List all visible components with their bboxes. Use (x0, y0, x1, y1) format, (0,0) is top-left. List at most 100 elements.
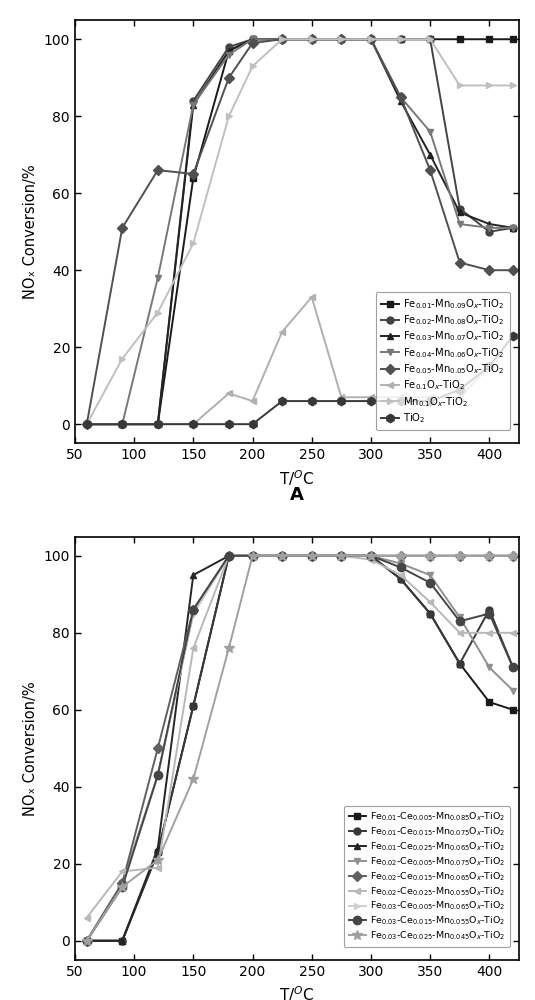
X-axis label: T/$^O$C: T/$^O$C (279, 984, 315, 1000)
Mn$_{0.1}$O$_x$-TiO$_2$ (486, 79, 493, 91)
Fe$_{0.01}$-Ce$_{0.005}$-Mn$_{0.085}$O$_x$-TiO$_2$ (119, 935, 126, 947)
Fe$_{0.02}$-Ce$_{0.025}$-Mn$_{0.055}$O$_x$-TiO$_2$ (398, 569, 404, 581)
Line: Fe$_{0.1}$O$_x$-TiO$_2$: Fe$_{0.1}$O$_x$-TiO$_2$ (83, 294, 516, 428)
Fe$_{0.03}$-Mn$_{0.07}$O$_x$-TiO$_2$ (309, 33, 315, 45)
Line: Fe$_{0.03}$-Ce$_{0.005}$-Mn$_{0.065}$O$_x$-TiO$_2$: Fe$_{0.03}$-Ce$_{0.005}$-Mn$_{0.065}$O$_… (83, 552, 516, 944)
Mn$_{0.1}$O$_x$-TiO$_2$ (279, 33, 285, 45)
Fe$_{0.03}$-Ce$_{0.005}$-Mn$_{0.065}$O$_x$-TiO$_2$ (83, 935, 90, 947)
Legend: Fe$_{0.01}$-Ce$_{0.005}$-Mn$_{0.085}$O$_x$-TiO$_2$, Fe$_{0.01}$-Ce$_{0.015}$-Mn$: Fe$_{0.01}$-Ce$_{0.005}$-Mn$_{0.085}$O$_… (344, 806, 510, 947)
Y-axis label: NOₓ Conversion/%: NOₓ Conversion/% (23, 681, 38, 816)
Fe$_{0.02}$-Mn$_{0.08}$O$_x$-TiO$_2$ (510, 222, 516, 234)
Fe$_{0.02}$-Ce$_{0.015}$-Mn$_{0.065}$O$_x$-TiO$_2$ (226, 550, 232, 562)
Fe$_{0.03}$-Ce$_{0.015}$-Mn$_{0.055}$O$_x$-TiO$_2$ (190, 604, 196, 616)
TiO$_2$ (226, 418, 232, 430)
Fe$_{0.03}$-Ce$_{0.005}$-Mn$_{0.065}$O$_x$-TiO$_2$ (279, 550, 285, 562)
Mn$_{0.1}$O$_x$-TiO$_2$ (249, 60, 256, 72)
Fe$_{0.04}$-Mn$_{0.06}$O$_x$-TiO$_2$ (486, 222, 493, 234)
Fe$_{0.03}$-Ce$_{0.025}$-Mn$_{0.045}$O$_x$-TiO$_2$ (249, 550, 256, 562)
Fe$_{0.01}$-Ce$_{0.025}$-Mn$_{0.065}$O$_x$-TiO$_2$ (119, 935, 126, 947)
Fe$_{0.01}$-Mn$_{0.09}$O$_x$-TiO$_2$ (338, 33, 345, 45)
Fe$_{0.04}$-Mn$_{0.06}$O$_x$-TiO$_2$ (119, 418, 126, 430)
Fe$_{0.1}$O$_x$-TiO$_2$ (427, 391, 433, 403)
Fe$_{0.03}$-Ce$_{0.005}$-Mn$_{0.065}$O$_x$-TiO$_2$ (456, 550, 463, 562)
Fe$_{0.03}$-Mn$_{0.07}$O$_x$-TiO$_2$ (398, 95, 404, 107)
Fe$_{0.03}$-Mn$_{0.07}$O$_x$-TiO$_2$ (249, 33, 256, 45)
Fe$_{0.01}$-Ce$_{0.025}$-Mn$_{0.065}$O$_x$-TiO$_2$ (486, 550, 493, 562)
Fe$_{0.03}$-Ce$_{0.025}$-Mn$_{0.045}$O$_x$-TiO$_2$ (486, 550, 493, 562)
Line: Fe$_{0.04}$-Mn$_{0.06}$O$_x$-TiO$_2$: Fe$_{0.04}$-Mn$_{0.06}$O$_x$-TiO$_2$ (83, 36, 516, 428)
Fe$_{0.02}$-Ce$_{0.025}$-Mn$_{0.055}$O$_x$-TiO$_2$ (456, 627, 463, 639)
Fe$_{0.03}$-Ce$_{0.015}$-Mn$_{0.055}$O$_x$-TiO$_2$ (249, 550, 256, 562)
Fe$_{0.02}$-Ce$_{0.015}$-Mn$_{0.065}$O$_x$-TiO$_2$ (486, 550, 493, 562)
Fe$_{0.1}$O$_x$-TiO$_2$ (226, 387, 232, 399)
Fe$_{0.02}$-Ce$_{0.005}$-Mn$_{0.075}$O$_x$-TiO$_2$ (510, 685, 516, 697)
Fe$_{0.01}$-Ce$_{0.025}$-Mn$_{0.065}$O$_x$-TiO$_2$ (338, 550, 345, 562)
Fe$_{0.03}$-Ce$_{0.005}$-Mn$_{0.065}$O$_x$-TiO$_2$ (119, 881, 126, 893)
Fe$_{0.04}$-Mn$_{0.06}$O$_x$-TiO$_2$ (368, 33, 374, 45)
Fe$_{0.02}$-Ce$_{0.025}$-Mn$_{0.055}$O$_x$-TiO$_2$ (226, 550, 232, 562)
Fe$_{0.01}$-Ce$_{0.025}$-Mn$_{0.065}$O$_x$-TiO$_2$ (226, 550, 232, 562)
Fe$_{0.05}$-Mn$_{0.05}$O$_x$-TiO$_2$ (190, 168, 196, 180)
Fe$_{0.03}$-Ce$_{0.015}$-Mn$_{0.055}$O$_x$-TiO$_2$ (119, 881, 126, 893)
Fe$_{0.03}$-Mn$_{0.07}$O$_x$-TiO$_2$ (83, 418, 90, 430)
Fe$_{0.02}$-Ce$_{0.015}$-Mn$_{0.065}$O$_x$-TiO$_2$ (338, 550, 345, 562)
Fe$_{0.02}$-Ce$_{0.015}$-Mn$_{0.065}$O$_x$-TiO$_2$ (119, 877, 126, 889)
Fe$_{0.04}$-Mn$_{0.06}$O$_x$-TiO$_2$ (190, 99, 196, 111)
Fe$_{0.02}$-Ce$_{0.015}$-Mn$_{0.065}$O$_x$-TiO$_2$ (279, 550, 285, 562)
Fe$_{0.05}$-Mn$_{0.05}$O$_x$-TiO$_2$ (368, 33, 374, 45)
Fe$_{0.02}$-Mn$_{0.08}$O$_x$-TiO$_2$ (427, 33, 433, 45)
Fe$_{0.02}$-Ce$_{0.005}$-Mn$_{0.075}$O$_x$-TiO$_2$ (190, 608, 196, 620)
Fe$_{0.01}$-Ce$_{0.015}$-Mn$_{0.075}$O$_x$-TiO$_2$ (368, 550, 374, 562)
Fe$_{0.03}$-Mn$_{0.07}$O$_x$-TiO$_2$ (486, 218, 493, 230)
Fe$_{0.01}$-Mn$_{0.09}$O$_x$-TiO$_2$ (83, 418, 90, 430)
Fe$_{0.1}$O$_x$-TiO$_2$ (309, 291, 315, 303)
Fe$_{0.03}$-Ce$_{0.025}$-Mn$_{0.045}$O$_x$-TiO$_2$ (427, 550, 433, 562)
Fe$_{0.03}$-Ce$_{0.025}$-Mn$_{0.045}$O$_x$-TiO$_2$ (368, 550, 374, 562)
Fe$_{0.04}$-Mn$_{0.06}$O$_x$-TiO$_2$ (279, 33, 285, 45)
Fe$_{0.05}$-Mn$_{0.05}$O$_x$-TiO$_2$ (119, 222, 126, 234)
Fe$_{0.03}$-Ce$_{0.025}$-Mn$_{0.045}$O$_x$-TiO$_2$ (83, 935, 90, 947)
Fe$_{0.1}$O$_x$-TiO$_2$ (119, 418, 126, 430)
Fe$_{0.03}$-Ce$_{0.005}$-Mn$_{0.065}$O$_x$-TiO$_2$ (226, 550, 232, 562)
Fe$_{0.01}$-Ce$_{0.005}$-Mn$_{0.085}$O$_x$-TiO$_2$ (226, 550, 232, 562)
Fe$_{0.02}$-Ce$_{0.025}$-Mn$_{0.055}$O$_x$-TiO$_2$ (190, 642, 196, 654)
Fe$_{0.02}$-Mn$_{0.08}$O$_x$-TiO$_2$ (309, 33, 315, 45)
Fe$_{0.03}$-Mn$_{0.07}$O$_x$-TiO$_2$ (155, 418, 161, 430)
Fe$_{0.03}$-Mn$_{0.07}$O$_x$-TiO$_2$ (226, 45, 232, 57)
Fe$_{0.1}$O$_x$-TiO$_2$ (338, 391, 345, 403)
Fe$_{0.01}$-Ce$_{0.025}$-Mn$_{0.065}$O$_x$-TiO$_2$ (190, 569, 196, 581)
Fe$_{0.03}$-Ce$_{0.025}$-Mn$_{0.045}$O$_x$-TiO$_2$ (309, 550, 315, 562)
Fe$_{0.03}$-Ce$_{0.005}$-Mn$_{0.065}$O$_x$-TiO$_2$ (486, 550, 493, 562)
Fe$_{0.02}$-Mn$_{0.08}$O$_x$-TiO$_2$ (190, 95, 196, 107)
Fe$_{0.1}$O$_x$-TiO$_2$ (456, 391, 463, 403)
Fe$_{0.02}$-Ce$_{0.025}$-Mn$_{0.055}$O$_x$-TiO$_2$ (249, 550, 256, 562)
Fe$_{0.01}$-Ce$_{0.005}$-Mn$_{0.085}$O$_x$-TiO$_2$ (83, 935, 90, 947)
Fe$_{0.02}$-Ce$_{0.005}$-Mn$_{0.075}$O$_x$-TiO$_2$ (309, 550, 315, 562)
Line: Fe$_{0.05}$-Mn$_{0.05}$O$_x$-TiO$_2$: Fe$_{0.05}$-Mn$_{0.05}$O$_x$-TiO$_2$ (83, 36, 516, 428)
Fe$_{0.01}$-Mn$_{0.09}$O$_x$-TiO$_2$ (119, 418, 126, 430)
Fe$_{0.02}$-Mn$_{0.08}$O$_x$-TiO$_2$ (226, 41, 232, 53)
Fe$_{0.03}$-Ce$_{0.005}$-Mn$_{0.065}$O$_x$-TiO$_2$ (368, 550, 374, 562)
Fe$_{0.03}$-Ce$_{0.005}$-Mn$_{0.065}$O$_x$-TiO$_2$ (155, 769, 161, 781)
Fe$_{0.01}$-Ce$_{0.005}$-Mn$_{0.085}$O$_x$-TiO$_2$ (249, 550, 256, 562)
Fe$_{0.02}$-Mn$_{0.08}$O$_x$-TiO$_2$ (249, 33, 256, 45)
Fe$_{0.02}$-Ce$_{0.025}$-Mn$_{0.055}$O$_x$-TiO$_2$ (338, 550, 345, 562)
Fe$_{0.03}$-Ce$_{0.015}$-Mn$_{0.055}$O$_x$-TiO$_2$ (155, 769, 161, 781)
Fe$_{0.01}$-Ce$_{0.015}$-Mn$_{0.075}$O$_x$-TiO$_2$ (427, 608, 433, 620)
TiO$_2$ (279, 395, 285, 407)
Fe$_{0.01}$-Ce$_{0.015}$-Mn$_{0.075}$O$_x$-TiO$_2$ (119, 935, 126, 947)
Fe$_{0.01}$-Ce$_{0.015}$-Mn$_{0.075}$O$_x$-TiO$_2$ (226, 550, 232, 562)
Fe$_{0.03}$-Ce$_{0.015}$-Mn$_{0.055}$O$_x$-TiO$_2$ (486, 608, 493, 620)
Fe$_{0.1}$O$_x$-TiO$_2$ (155, 418, 161, 430)
Fe$_{0.01}$-Mn$_{0.09}$O$_x$-TiO$_2$ (368, 33, 374, 45)
TiO$_2$ (427, 395, 433, 407)
Fe$_{0.03}$-Mn$_{0.07}$O$_x$-TiO$_2$ (279, 33, 285, 45)
Fe$_{0.01}$-Mn$_{0.09}$O$_x$-TiO$_2$ (427, 33, 433, 45)
Fe$_{0.02}$-Ce$_{0.015}$-Mn$_{0.065}$O$_x$-TiO$_2$ (309, 550, 315, 562)
Fe$_{0.02}$-Mn$_{0.08}$O$_x$-TiO$_2$ (368, 33, 374, 45)
Mn$_{0.1}$O$_x$-TiO$_2$ (368, 33, 374, 45)
Fe$_{0.01}$-Ce$_{0.015}$-Mn$_{0.075}$O$_x$-TiO$_2$ (338, 550, 345, 562)
Mn$_{0.1}$O$_x$-TiO$_2$ (398, 33, 404, 45)
Fe$_{0.02}$-Ce$_{0.015}$-Mn$_{0.065}$O$_x$-TiO$_2$ (155, 742, 161, 754)
Fe$_{0.01}$-Ce$_{0.005}$-Mn$_{0.085}$O$_x$-TiO$_2$ (398, 573, 404, 585)
